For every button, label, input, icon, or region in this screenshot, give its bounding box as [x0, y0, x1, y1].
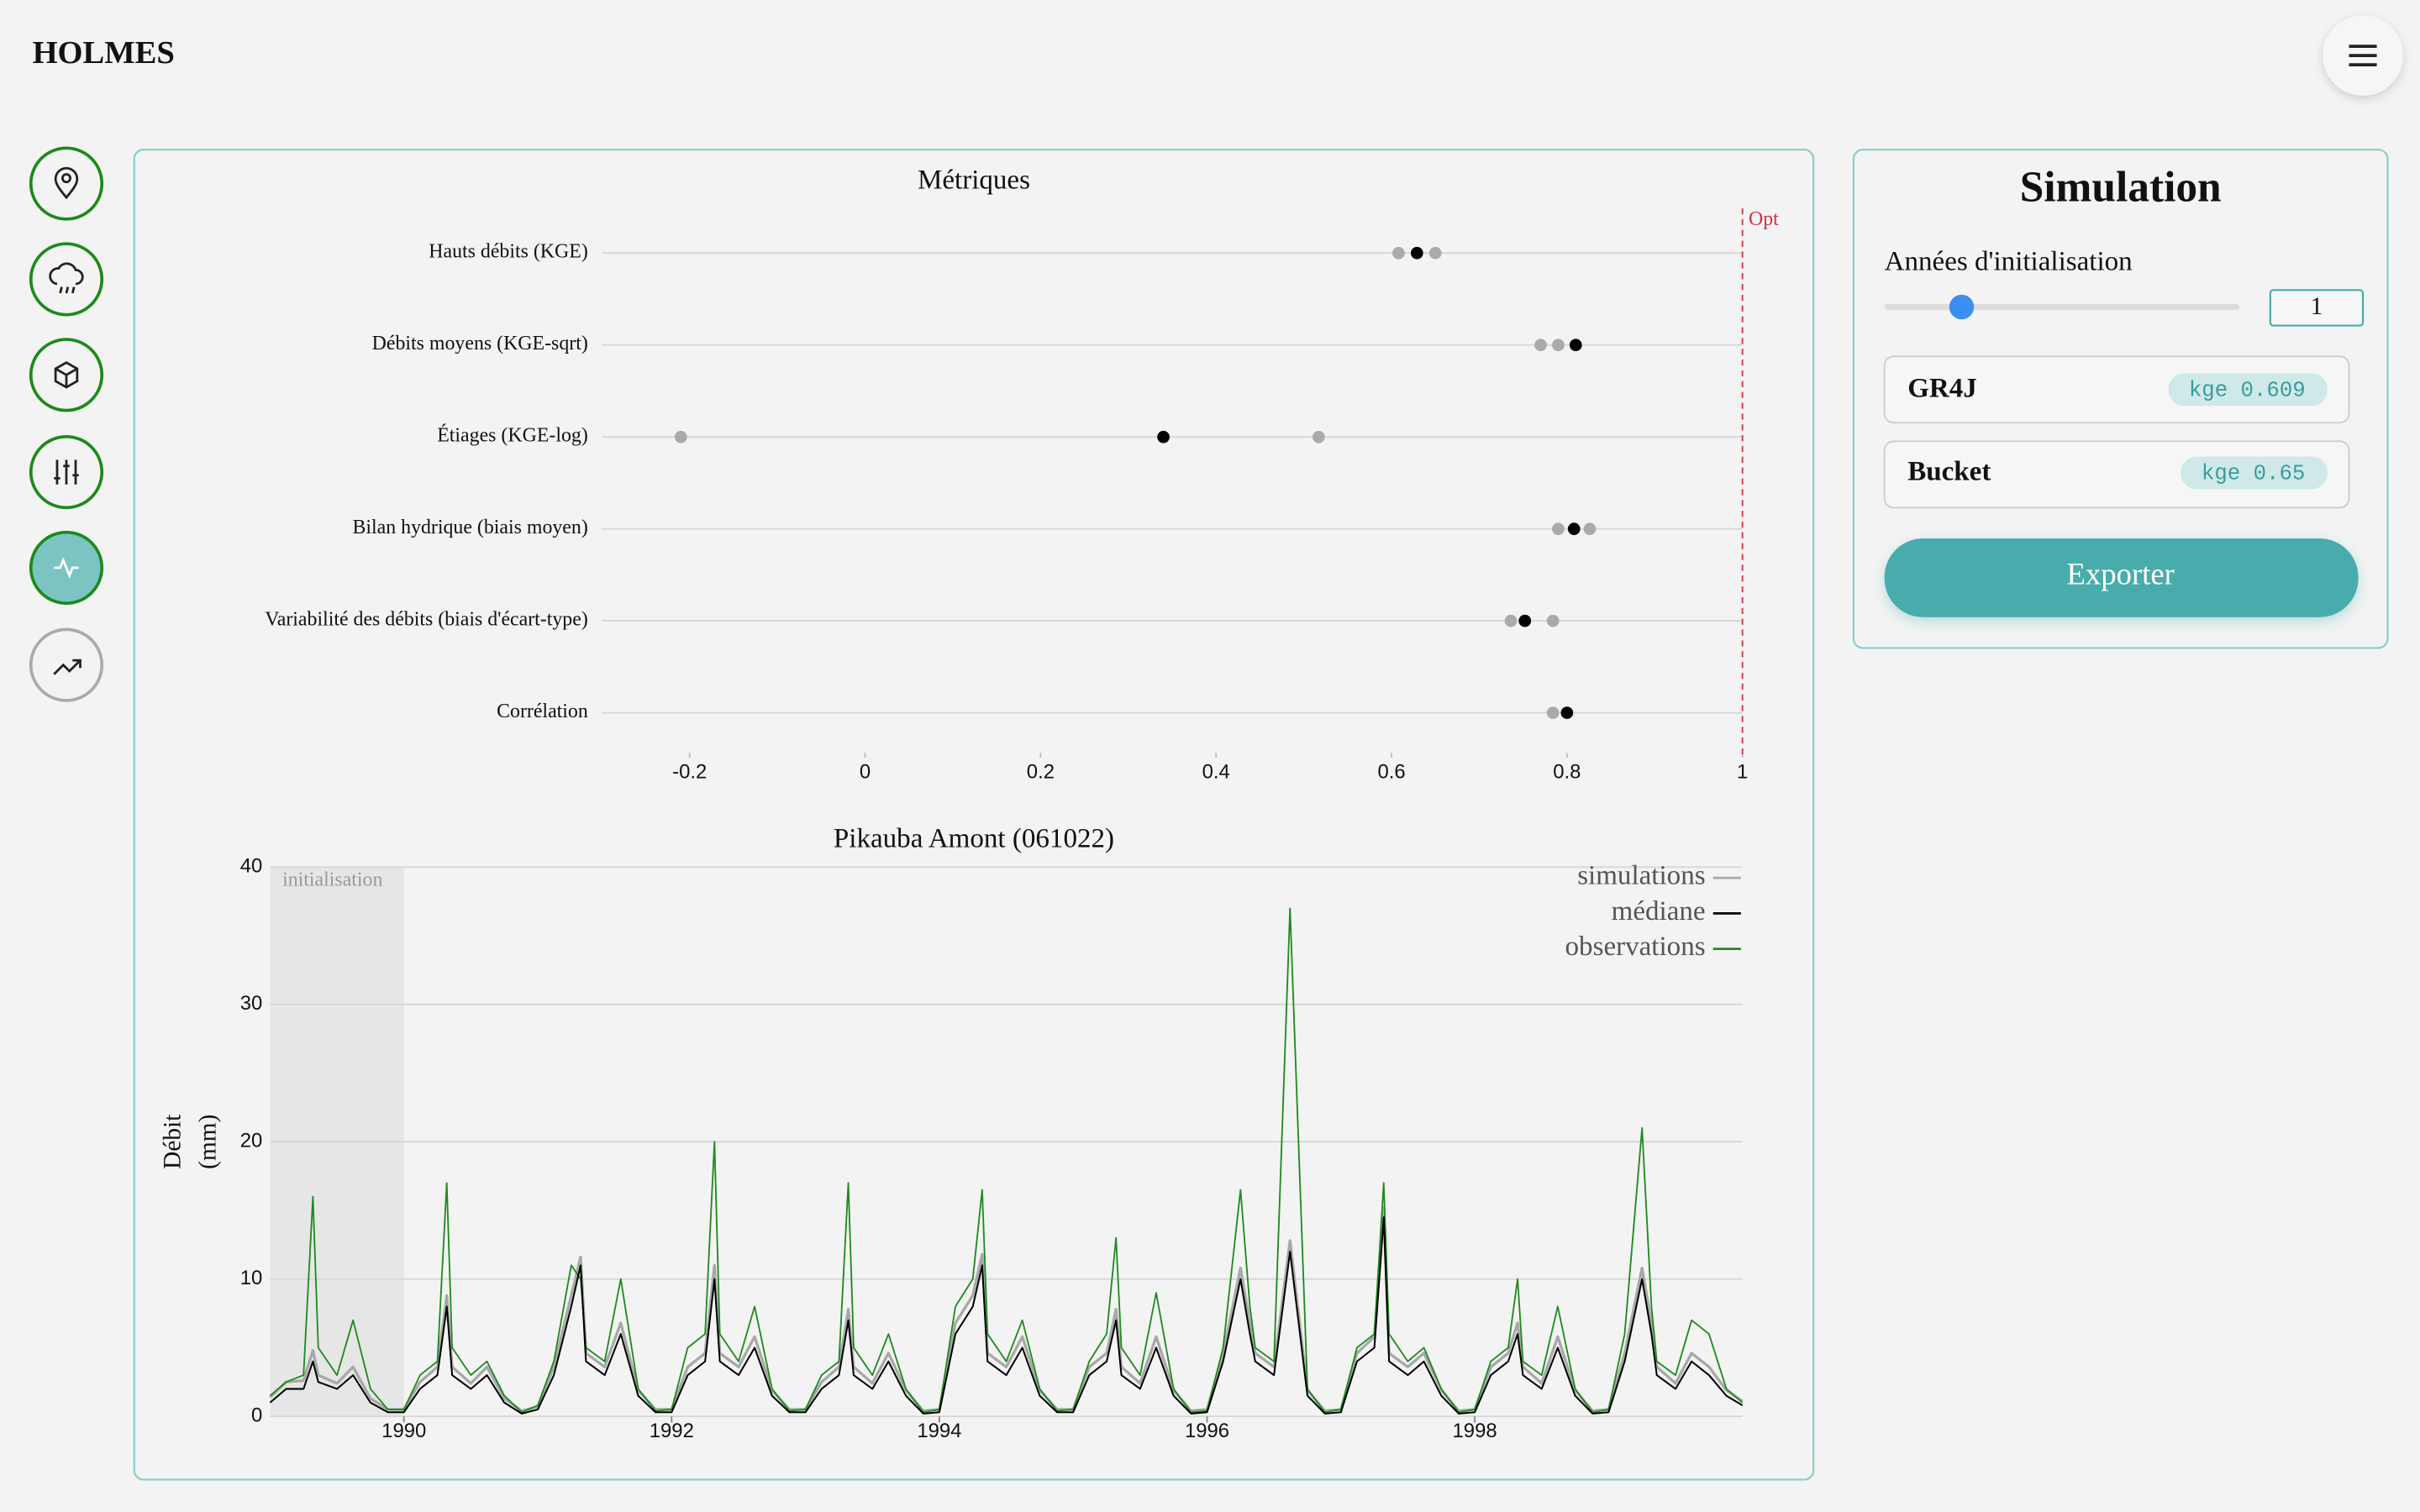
annotation-label: initialisation: [282, 869, 382, 890]
dot: [1410, 246, 1423, 260]
category-label: Hauts débits (KGE): [429, 241, 588, 263]
nav-location[interactable]: [29, 146, 104, 221]
button-label: Exporter: [2066, 556, 2174, 591]
charts-panel: [133, 149, 1815, 1481]
x-tick-label: -0.2: [672, 761, 707, 784]
model-card[interactable]: GR4J kge 0.609: [1883, 355, 2350, 424]
x-tick-label: 1998: [1453, 1420, 1497, 1442]
dot: [1504, 614, 1518, 627]
x-tick-label: 1: [1737, 761, 1748, 784]
category-label: Corrélation: [497, 701, 588, 722]
y-tick-label: 30: [240, 992, 263, 1015]
model-score: kge 0.65: [2202, 462, 2305, 486]
nav-settings[interactable]: [29, 434, 104, 510]
nav-weather[interactable]: [29, 242, 104, 317]
x-tick-label: 1990: [381, 1420, 426, 1442]
reference-label: Opt: [1749, 208, 1779, 230]
y-tick-label: 20: [240, 1129, 263, 1152]
category-label: Étiages (KGE-log): [437, 425, 588, 447]
dot: [1552, 339, 1565, 352]
dot: [674, 430, 687, 444]
dot: [1428, 246, 1442, 260]
nav-model[interactable]: [29, 338, 104, 412]
y-tick-label: 0: [251, 1404, 262, 1426]
x-tick-label: 1996: [1185, 1420, 1229, 1442]
model-name: GR4J: [1907, 373, 1977, 403]
model-score: kge 0.609: [2189, 378, 2306, 402]
export-button[interactable]: Exporter: [1884, 538, 2359, 617]
y-tick-label: 10: [240, 1267, 263, 1289]
nav-metrics[interactable]: [29, 530, 104, 605]
dot: [1546, 614, 1560, 627]
x-tick-label: 0.8: [1553, 761, 1581, 784]
x-tick-label: 0: [860, 761, 871, 784]
slider[interactable]: [1884, 294, 2240, 320]
dot: [1534, 339, 1547, 352]
model-card[interactable]: Bucket kge 0.65: [1883, 440, 2350, 509]
side-nav: [29, 146, 104, 702]
dot: [1313, 430, 1325, 444]
dot: [1552, 522, 1565, 535]
y-axis-label: Débit: [159, 1115, 186, 1169]
dot: [1583, 522, 1597, 535]
dot: [1518, 614, 1532, 627]
x-tick-label: 1994: [917, 1420, 961, 1442]
slider-label: Années d'initialisation: [1885, 247, 2133, 277]
x-tick-label: 0.4: [1202, 761, 1230, 784]
chart-title: Pikauba Amont (061022): [834, 824, 1114, 854]
dot: [1560, 706, 1574, 719]
panel-title: Simulation: [2020, 164, 2222, 212]
legend-label: médiane: [1612, 896, 1706, 927]
series-line: [269, 907, 1744, 1414]
number-input[interactable]: [2269, 289, 2365, 327]
dot: [1546, 706, 1560, 719]
legend-label: simulations: [1577, 861, 1705, 891]
menu-button[interactable]: [2323, 15, 2403, 96]
dot: [1569, 339, 1582, 352]
y-tick-label: 40: [240, 855, 263, 878]
model-name: Bucket: [1907, 456, 1991, 486]
dot: [1392, 246, 1405, 260]
dot: [1157, 430, 1170, 444]
input-value: 1: [2311, 293, 2323, 320]
legend-label: observations: [1565, 932, 1706, 962]
x-tick-label: 0.6: [1377, 761, 1405, 784]
category-label: Débits moyens (KGE-sqrt): [372, 333, 588, 354]
x-tick-label: 0.2: [1027, 761, 1055, 784]
category-label: Variabilité des débits (biais d'écart-ty…: [265, 609, 588, 631]
series-line: [269, 1216, 1744, 1415]
y-axis-label: (mm): [195, 1115, 222, 1169]
category-label: Bilan hydrique (biais moyen): [352, 517, 587, 538]
chart-title: Métriques: [918, 165, 1030, 195]
x-tick-label: 1992: [650, 1420, 694, 1442]
nav-trend[interactable]: [29, 627, 104, 702]
app-title: HOLMES: [33, 35, 175, 71]
dot: [1567, 522, 1581, 535]
